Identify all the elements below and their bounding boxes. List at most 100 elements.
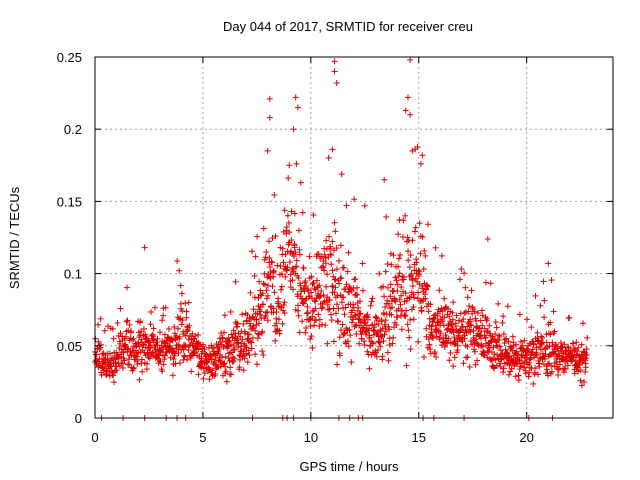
data-point <box>368 298 375 305</box>
data-point <box>227 308 234 315</box>
data-point <box>375 346 382 353</box>
data-point <box>247 338 254 345</box>
data-point <box>296 329 303 336</box>
data-point <box>363 322 370 329</box>
data-point <box>243 344 250 351</box>
data-point <box>170 356 177 363</box>
data-point <box>113 367 120 374</box>
data-point <box>425 221 432 228</box>
data-point <box>307 335 314 342</box>
data-point <box>320 264 327 271</box>
data-point <box>304 310 311 317</box>
data-point <box>455 317 462 324</box>
data-point <box>441 314 448 321</box>
data-point-peak <box>286 162 293 169</box>
data-point <box>410 291 417 298</box>
data-point <box>273 309 280 316</box>
data-point <box>308 333 315 340</box>
data-point <box>441 343 448 350</box>
data-point <box>404 234 411 241</box>
data-point <box>496 333 503 340</box>
data-point <box>472 361 479 368</box>
data-point <box>268 259 275 266</box>
data-point <box>139 368 146 375</box>
data-point <box>97 341 104 348</box>
data-point <box>159 317 166 324</box>
data-point <box>181 352 188 359</box>
data-point <box>328 252 335 259</box>
data-point <box>176 333 183 340</box>
data-point <box>144 360 151 367</box>
data-point <box>482 279 489 286</box>
data-point <box>261 281 268 288</box>
data-point <box>537 302 544 309</box>
data-point <box>165 325 172 332</box>
data-point <box>437 308 444 315</box>
data-point <box>223 378 230 385</box>
data-point <box>541 314 548 321</box>
data-point <box>268 258 275 265</box>
data-point <box>425 336 432 343</box>
data-point <box>504 303 511 310</box>
data-point <box>417 250 424 257</box>
data-point <box>442 331 449 338</box>
data-point <box>265 282 272 289</box>
data-point-peak <box>545 260 552 267</box>
data-point <box>369 340 376 347</box>
data-point <box>336 352 343 359</box>
data-point <box>157 329 164 336</box>
data-point-peak <box>407 56 414 63</box>
data-point <box>272 337 279 344</box>
data-point <box>548 368 555 375</box>
data-point <box>405 248 412 255</box>
data-point <box>245 347 252 354</box>
data-point <box>347 332 354 339</box>
data-point <box>295 274 302 281</box>
data-point <box>509 333 516 340</box>
data-point <box>354 284 361 291</box>
data-point <box>446 357 453 364</box>
data-point <box>513 341 520 348</box>
data-point <box>253 316 260 323</box>
data-point <box>370 326 377 333</box>
data-point <box>412 224 419 231</box>
data-point <box>309 281 316 288</box>
data-point <box>215 364 222 371</box>
data-point <box>388 304 395 311</box>
data-point <box>458 336 465 343</box>
data-point <box>492 356 499 363</box>
data-point <box>302 278 309 285</box>
data-point <box>490 344 497 351</box>
x-axis-label: GPS time / hours <box>300 459 399 474</box>
data-point <box>518 338 525 345</box>
data-point <box>366 325 373 332</box>
data-point <box>317 293 324 300</box>
data-point <box>400 217 407 224</box>
data-point <box>224 343 231 350</box>
data-point <box>331 289 338 296</box>
data-point <box>294 302 301 309</box>
data-point <box>496 343 503 350</box>
data-point <box>221 360 228 367</box>
data-point <box>371 321 378 328</box>
data-point <box>333 310 340 317</box>
data-point <box>342 304 349 311</box>
data-point <box>192 332 199 339</box>
data-point <box>324 294 331 301</box>
data-point <box>356 298 363 305</box>
data-point <box>179 317 186 324</box>
data-point <box>516 366 523 373</box>
data-point <box>310 211 317 218</box>
data-point <box>517 363 524 370</box>
data-point <box>528 324 535 331</box>
data-point <box>130 364 137 371</box>
data-point <box>338 171 345 178</box>
data-point <box>254 361 261 368</box>
data-point <box>324 340 331 347</box>
data-point <box>206 376 213 383</box>
data-point <box>523 316 530 323</box>
data-point <box>300 300 307 307</box>
data-point <box>337 242 344 249</box>
data-point <box>427 301 434 308</box>
